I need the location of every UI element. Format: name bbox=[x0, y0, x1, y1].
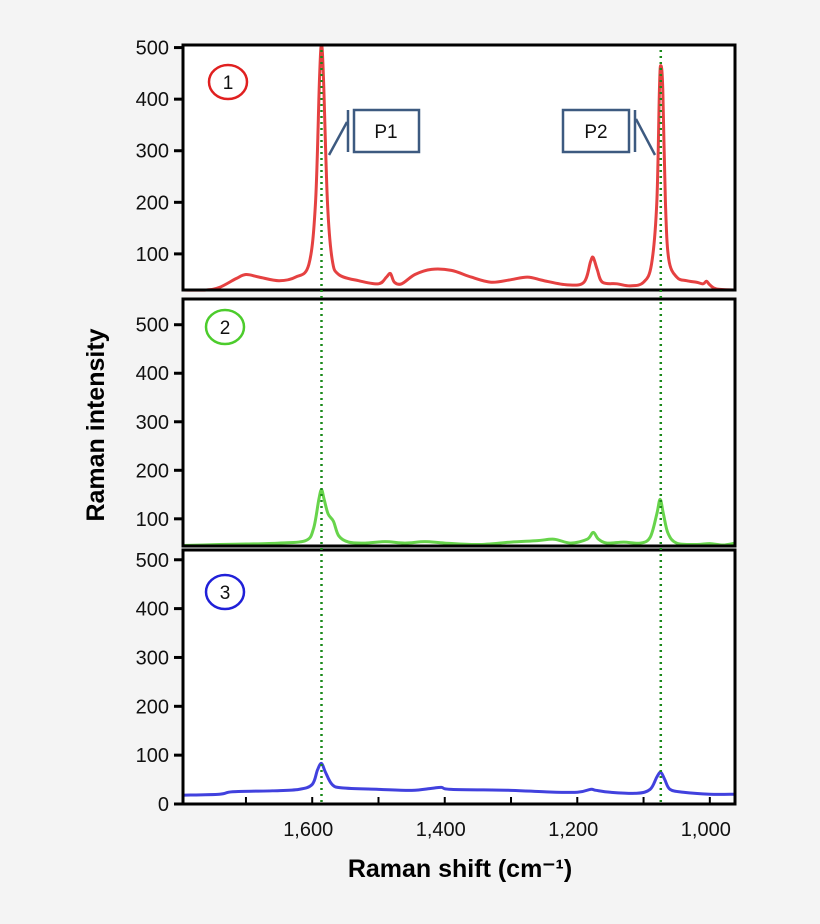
callout-label: P2 bbox=[584, 122, 607, 143]
panel-1: 100 200 300 400 500 1 bbox=[136, 38, 737, 292]
spectrum-line-2 bbox=[182, 488, 736, 548]
y-tick-label: 400 bbox=[136, 89, 169, 111]
y-tick-label: 200 bbox=[136, 460, 169, 482]
sample-marker-label: 2 bbox=[220, 318, 231, 339]
y-tick-label: 300 bbox=[136, 647, 169, 669]
plot-area bbox=[183, 45, 735, 290]
x-tick-label: 1,400 bbox=[416, 819, 466, 841]
y-tick-label: 100 bbox=[136, 244, 169, 266]
y-tick-label: 100 bbox=[136, 745, 169, 767]
y-tick-label: 200 bbox=[136, 696, 169, 718]
sample-marker-circle bbox=[207, 63, 249, 101]
y-tick-label: 500 bbox=[136, 315, 169, 337]
y-tick-label: 400 bbox=[136, 599, 169, 621]
y-tick-label: 400 bbox=[136, 363, 169, 385]
y-tick-label: 500 bbox=[136, 38, 169, 60]
callout-p1: P1 bbox=[327, 108, 421, 156]
sample-marker-circle bbox=[204, 308, 246, 346]
callout-label: P1 bbox=[374, 122, 397, 143]
sample-marker-label: 3 bbox=[220, 583, 231, 604]
x-tick-label: 1,600 bbox=[283, 819, 333, 841]
panel-2: 100 200 300 400 500 2 bbox=[136, 297, 737, 548]
x-tick-label: 1,000 bbox=[681, 819, 731, 841]
y-tick-label: 500 bbox=[136, 550, 169, 572]
sample-marker-label: 1 bbox=[223, 73, 234, 94]
spectrum-line-1 bbox=[182, 43, 736, 292]
y-tick-label: 0 bbox=[158, 794, 169, 816]
y-axis-title: Raman intensity bbox=[82, 328, 110, 521]
y-tick-label: 300 bbox=[136, 412, 169, 434]
callout-p2: P2 bbox=[561, 108, 657, 156]
plot-area bbox=[183, 299, 735, 546]
plot-area bbox=[183, 550, 735, 804]
panel-3: 0 100 200 300 400 500 3 bbox=[136, 548, 737, 816]
y-tick-label: 200 bbox=[136, 192, 169, 214]
spectrum-line-3 bbox=[182, 761, 736, 797]
y-tick-label: 100 bbox=[136, 509, 169, 531]
x-tick-label: 1,200 bbox=[548, 819, 598, 841]
panel-frame bbox=[181, 43, 737, 292]
x-axis-title: Raman shift (cm⁻¹) bbox=[348, 855, 572, 883]
sample-marker-circle bbox=[204, 573, 246, 611]
y-tick-label: 300 bbox=[136, 141, 169, 163]
